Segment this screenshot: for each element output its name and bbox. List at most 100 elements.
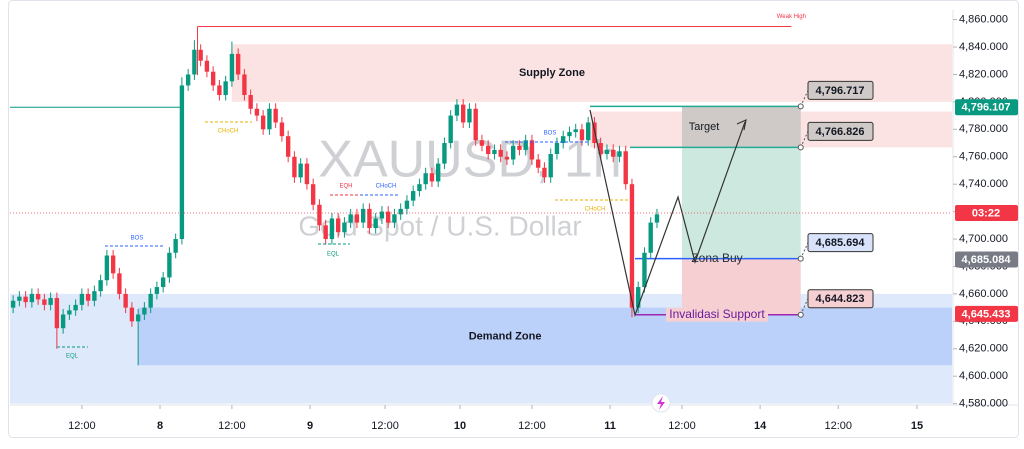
- candle-body: [460, 104, 466, 123]
- axis-tag: 4,645.433: [962, 308, 1011, 320]
- candle-body: [492, 149, 497, 155]
- target-label: Target: [689, 121, 720, 133]
- candle-body: [254, 108, 260, 116]
- candle-body: [536, 159, 541, 168]
- candle-body: [629, 184, 635, 308]
- entry-label: Zona Buy: [691, 251, 742, 265]
- candle-body: [110, 255, 116, 274]
- candle-body: [623, 151, 628, 185]
- level-dot: [797, 144, 804, 151]
- x-tick-label: 15: [911, 420, 923, 432]
- candle-body: [260, 115, 266, 130]
- candle-body: [304, 163, 310, 185]
- axis-tag-bg: [955, 204, 1018, 221]
- axis-tag-bg: [955, 305, 1018, 322]
- level-connector: [800, 242, 809, 259]
- structure-label: EQL: [327, 252, 340, 258]
- x-tick-label: 12:00: [824, 420, 852, 432]
- candle-body: [642, 252, 647, 288]
- candle-body: [85, 293, 91, 301]
- axis-tag: 4,796.107: [962, 102, 1011, 114]
- level-value: 4,796.717: [816, 85, 865, 97]
- candle-body: [79, 293, 85, 305]
- candle-body: [179, 85, 185, 240]
- candle-body: [160, 277, 166, 288]
- candle-body: [417, 184, 422, 192]
- x-tick-label: 10: [454, 420, 466, 432]
- level-value: 4,766.826: [816, 126, 865, 138]
- x-tick-label: 12:00: [68, 420, 96, 432]
- x-tick-label: 11: [604, 420, 616, 432]
- candle-body: [92, 291, 97, 301]
- candle-body: [598, 143, 603, 155]
- x-tick-label: 9: [307, 420, 313, 432]
- level-connector: [800, 131, 809, 148]
- candle-body: [479, 140, 485, 146]
- level-dot: [797, 311, 804, 318]
- candle-body: [317, 204, 322, 226]
- structure-label: CHoCH: [376, 184, 397, 190]
- structure-label: BOS: [544, 131, 557, 137]
- candle-body: [298, 163, 303, 178]
- axis-tag: 03:22: [972, 207, 1000, 219]
- candle-body: [198, 49, 203, 61]
- structure-label: EQL: [66, 354, 79, 360]
- y-tick-label: 4,660.000: [959, 288, 1008, 300]
- candle-body: [385, 211, 391, 223]
- candle-body: [67, 310, 72, 315]
- candle-body: [135, 314, 141, 322]
- candle-body: [454, 104, 460, 116]
- candle-body: [579, 129, 585, 141]
- candle-body: [410, 191, 416, 201]
- candle-body: [48, 298, 53, 305]
- y-tick-label: 4,840.000: [959, 41, 1008, 53]
- level-box: [807, 289, 874, 309]
- level-connector: [800, 90, 809, 107]
- candle-body: [335, 218, 341, 233]
- candle-body: [185, 74, 191, 86]
- y-tick-label: 4,600.000: [959, 370, 1008, 382]
- candle-body: [73, 304, 78, 311]
- candle-body: [548, 154, 553, 178]
- projection-arrow: [736, 118, 747, 131]
- candle-body: [611, 149, 616, 157]
- candle-body: [129, 307, 135, 322]
- candle-body: [248, 95, 253, 109]
- candle-body: [373, 218, 378, 229]
- candle-body: [104, 255, 110, 281]
- y-tick-label: 4,820.000: [959, 68, 1008, 80]
- candle-body: [17, 296, 22, 301]
- x-tick-label: 12:00: [668, 420, 696, 432]
- y-tick-label: 4,760.000: [959, 151, 1008, 163]
- projection-path: [589, 109, 746, 318]
- candle-body: [648, 222, 653, 253]
- zone-label: Supply Zone: [519, 67, 585, 79]
- candle-body: [654, 214, 660, 223]
- candle-body: [554, 143, 560, 155]
- x-tick-label: 12:00: [518, 420, 546, 432]
- candle-body: [123, 293, 128, 308]
- candle-body: [567, 132, 572, 137]
- candle-body: [523, 140, 528, 150]
- candle-body: [267, 108, 272, 130]
- candle-body: [367, 208, 372, 229]
- candle-body: [192, 49, 197, 75]
- axis-tag-bg: [955, 99, 1018, 116]
- candle-body: [42, 299, 47, 305]
- candle-body: [398, 208, 403, 215]
- y-tick-label: 4,580.000: [959, 398, 1008, 410]
- candle-body: [517, 145, 522, 150]
- axis-tag-bg: [955, 251, 1018, 268]
- candle-body: [511, 145, 516, 160]
- event-bolt: [657, 396, 665, 410]
- candle-body: [329, 218, 335, 240]
- candle-body: [204, 60, 210, 72]
- candle-body: [98, 280, 103, 292]
- candle-body: [60, 314, 66, 329]
- candle-body: [223, 81, 228, 96]
- candle-body: [342, 222, 347, 233]
- candle-body: [217, 85, 222, 96]
- candle-body: [467, 108, 472, 123]
- candle-body: [279, 122, 285, 137]
- x-tick-label: 12:00: [371, 420, 399, 432]
